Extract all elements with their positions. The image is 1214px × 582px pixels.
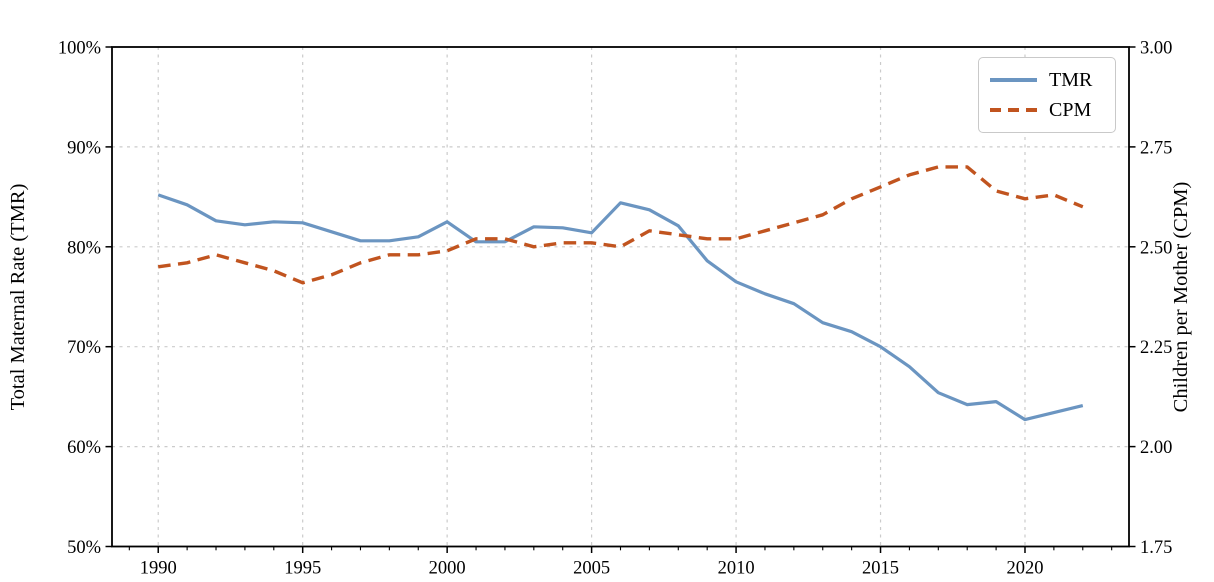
y-right-tick-label: 2.50 (1140, 238, 1172, 258)
tick-labels: 1990 1995 2000 2005 2010 2015 2020 100% 90% 80% 70… (58, 39, 1173, 579)
x-tick-label: 2005 (573, 559, 610, 579)
legend-entry-tmr: TMR (990, 70, 1104, 90)
x-tick-label: 1995 (284, 559, 321, 579)
y-left-tick-label: 80% (67, 238, 101, 258)
y-left-tick-label: 90% (67, 138, 101, 158)
tmr-line (157, 193, 1084, 422)
x-tick-label: 1990 (140, 559, 177, 579)
y-right-tick-label: 3.00 (1140, 39, 1172, 59)
tmr-line-sample-icon (990, 78, 1037, 82)
legend-entry-cpm: CPM (990, 100, 1104, 120)
legend-label-tmr: TMR (1049, 69, 1093, 91)
y-left-tick-label: 100% (58, 39, 101, 59)
y-left-tick-label: 70% (67, 338, 101, 358)
series-lines (157, 165, 1084, 422)
y-right-tick-label: 2.00 (1140, 438, 1172, 458)
plot-border (111, 46, 1130, 548)
y-left-tick-label: 50% (67, 538, 101, 558)
gridlines (112, 47, 1129, 547)
left-axis-title: Total Maternal Rate (TMR) (7, 184, 29, 411)
y-right-tick-label: 2.25 (1140, 338, 1172, 358)
x-tick-label: 2000 (429, 559, 466, 579)
cpm-line (157, 165, 1084, 285)
x-tick-label: 2020 (1006, 559, 1043, 579)
axes-box-and-ticks (105, 46, 1136, 553)
y-right-tick-label: 1.75 (1140, 538, 1172, 558)
y-right-tick-label: 2.75 (1140, 138, 1172, 158)
x-tick-label: 2010 (718, 559, 755, 579)
legend: TMR CPM (978, 57, 1116, 133)
legend-label-cpm: CPM (1049, 99, 1092, 121)
y-left-tick-label: 60% (67, 438, 101, 458)
cpm-line-sample-icon (990, 108, 1037, 112)
right-axis-title: Children per Mother (CPM) (1170, 182, 1192, 413)
x-tick-label: 2015 (862, 559, 899, 579)
